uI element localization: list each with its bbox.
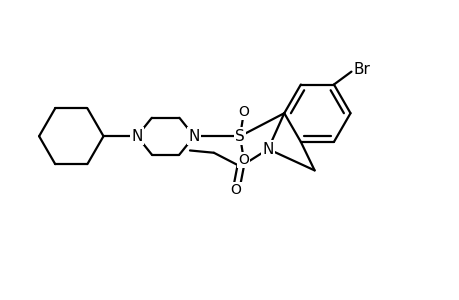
Text: N: N bbox=[262, 142, 273, 157]
Text: N: N bbox=[188, 129, 199, 144]
Text: N: N bbox=[131, 129, 142, 144]
Text: O: O bbox=[238, 105, 249, 119]
Text: O: O bbox=[230, 184, 241, 197]
Text: Br: Br bbox=[353, 62, 370, 77]
Text: S: S bbox=[235, 129, 245, 144]
Text: O: O bbox=[238, 153, 249, 167]
